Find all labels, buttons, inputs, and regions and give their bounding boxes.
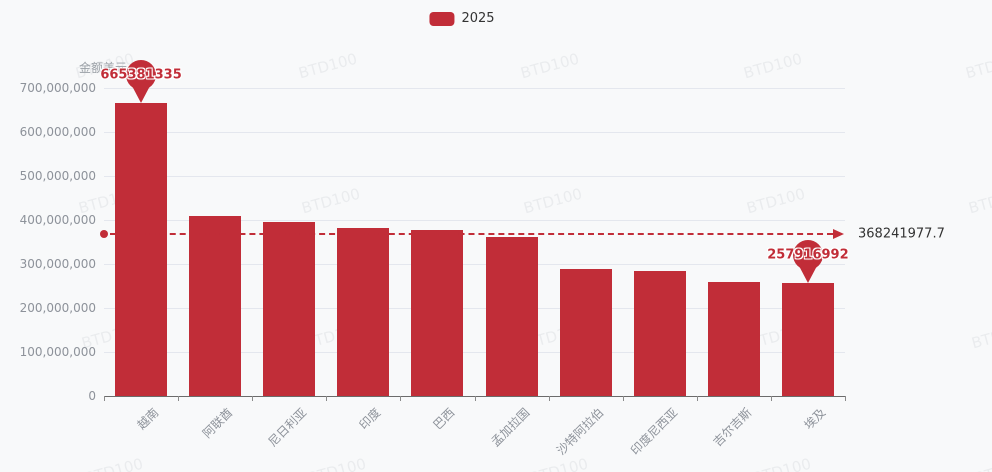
- legend-item-2025[interactable]: 2025: [429, 11, 495, 26]
- x-axis-tick: [548, 396, 550, 401]
- bar-尼日利亚[interactable]: [263, 222, 316, 396]
- x-axis-tick: [845, 396, 846, 401]
- watermark-text: BTD100: [966, 184, 992, 218]
- y-gridline: [104, 352, 845, 353]
- bar-埃及[interactable]: [781, 282, 834, 396]
- x-axis-label-巴西: 巴西: [430, 405, 458, 433]
- y-axis-tick-label: 0: [88, 389, 96, 403]
- average-value-label: 368241977.7: [858, 226, 945, 242]
- x-axis-label-阿联酋: 阿联酋: [200, 405, 236, 441]
- x-axis-label-吉尔吉斯: 吉尔吉斯: [710, 405, 755, 450]
- watermark-text: BTD100: [744, 184, 807, 218]
- y-gridline: [104, 88, 845, 89]
- bar-巴西[interactable]: [411, 230, 464, 396]
- x-axis-tick: [104, 396, 105, 401]
- watermark-text: BTD100: [296, 49, 359, 83]
- bar-阿联酋[interactable]: [189, 215, 242, 396]
- x-axis-tick: [178, 396, 180, 401]
- x-axis-tick: [770, 396, 772, 401]
- average-dashed-line: [110, 232, 833, 235]
- y-axis-tick-label: 600,000,000: [19, 125, 96, 139]
- watermark-text: BTD100: [305, 454, 368, 472]
- bar-印度[interactable]: [337, 228, 390, 396]
- watermark-text: BTD100: [521, 184, 584, 218]
- y-axis-tick-label: 400,000,000: [19, 213, 96, 227]
- bar-沙特阿拉伯[interactable]: [559, 268, 612, 396]
- y-gridline: [104, 264, 845, 265]
- bar-吉尔吉斯[interactable]: [707, 282, 760, 396]
- x-axis-label-尼日利亚: 尼日利亚: [265, 405, 310, 450]
- max-marker-label: 665381335: [100, 67, 182, 83]
- watermark-text: BTD100: [82, 454, 145, 472]
- watermark-text: BTD100: [741, 49, 804, 83]
- legend-swatch-icon: [429, 11, 455, 26]
- legend-label: 2025: [461, 11, 495, 26]
- min-marker-pin[interactable]: [791, 239, 825, 284]
- watermark-text: BTD100: [969, 319, 992, 353]
- watermark-text: BTD100: [527, 454, 590, 472]
- x-axis-label-埃及: 埃及: [801, 405, 829, 433]
- y-gridline: [104, 132, 845, 133]
- max-marker-pin[interactable]: [124, 60, 158, 104]
- watermark-text: BTD100: [518, 49, 581, 83]
- x-axis-tick: [326, 396, 328, 401]
- y-gridline: [104, 176, 845, 177]
- x-axis-label-印度尼西亚: 印度尼西亚: [627, 405, 681, 458]
- x-axis-label-沙特阿拉伯: 沙特阿拉伯: [553, 405, 606, 458]
- x-axis-label-越南: 越南: [134, 405, 162, 433]
- watermark-text: BTD100: [299, 184, 362, 218]
- x-axis-tick: [400, 396, 402, 401]
- y-axis-tick-label: 200,000,000: [19, 301, 96, 315]
- bar-孟加拉国[interactable]: [485, 236, 538, 396]
- y-gridline: [104, 220, 845, 221]
- min-marker-label: 257916992: [767, 247, 849, 263]
- y-axis-tick-label: 700,000,000: [19, 81, 96, 95]
- x-axis-tick: [622, 396, 624, 401]
- x-axis-label-孟加拉国: 孟加拉国: [488, 405, 532, 450]
- x-axis-tick: [252, 396, 254, 401]
- y-axis-tick-label: 300,000,000: [19, 257, 96, 271]
- y-gridline: [104, 308, 845, 309]
- x-axis-label-印度: 印度: [356, 405, 384, 433]
- average-line-dot: [100, 229, 108, 238]
- bar-印度尼西亚[interactable]: [633, 271, 686, 396]
- watermark-text: BTD100: [750, 454, 813, 472]
- x-axis-tick: [696, 396, 698, 401]
- average-line-arrow-icon: [833, 228, 844, 239]
- y-axis-tick-label: 500,000,000: [19, 169, 96, 183]
- watermark-text: BTD100: [963, 49, 992, 83]
- x-axis-tick: [474, 396, 476, 401]
- watermark-text: BTD100: [972, 454, 992, 472]
- y-axis-title: 金额美元: [79, 61, 128, 75]
- y-axis-tick-label: 100,000,000: [19, 345, 96, 359]
- bar-越南[interactable]: [115, 103, 168, 396]
